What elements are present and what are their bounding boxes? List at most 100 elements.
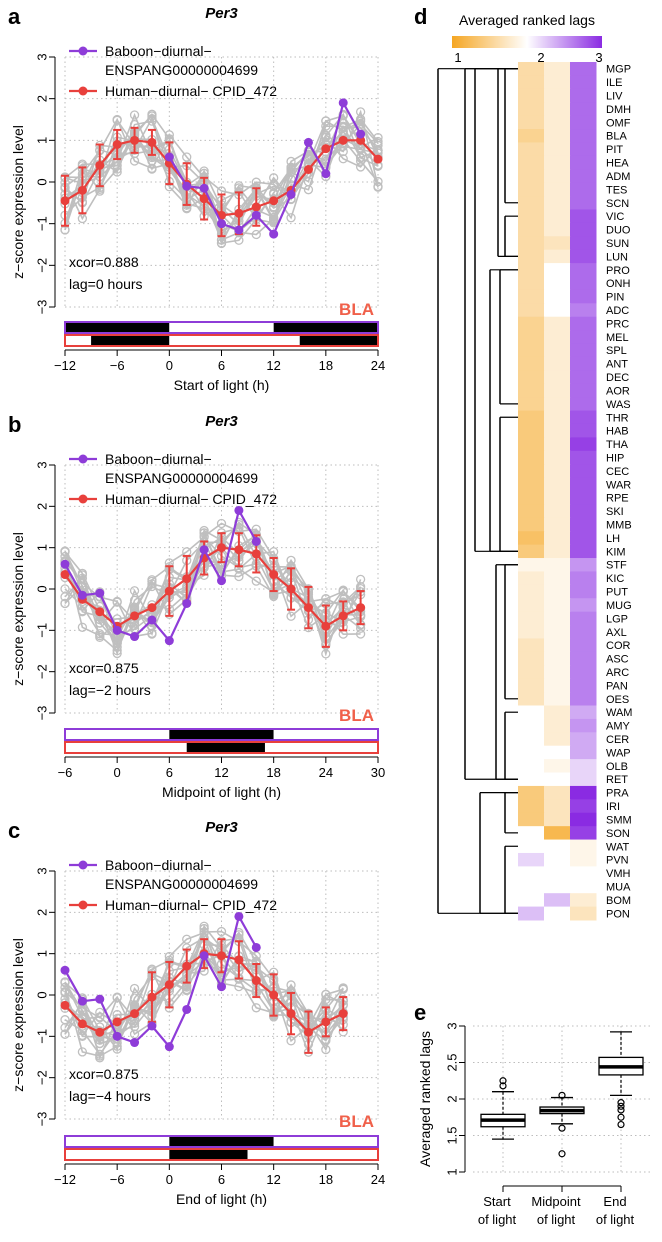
baboon-point xyxy=(77,590,87,600)
human-point xyxy=(286,584,296,594)
x-tick-label: 0 xyxy=(166,1172,173,1187)
heatmap-cell xyxy=(544,115,571,130)
x-tick-label: 12 xyxy=(266,358,280,373)
x-tick-label: −12 xyxy=(54,358,76,373)
heatmap-cell xyxy=(570,638,597,653)
heatmap-cell xyxy=(570,289,597,304)
background-point xyxy=(373,132,383,143)
row-label-hab: HAB xyxy=(606,426,629,438)
heatmap-cell xyxy=(570,330,597,345)
background-point xyxy=(234,981,244,992)
human-point xyxy=(373,154,383,164)
background-point xyxy=(112,648,122,659)
outlier-point xyxy=(558,1091,566,1099)
heatmap-cell xyxy=(518,638,545,653)
baboon-point xyxy=(199,183,209,193)
y-tick-label: 2 xyxy=(444,1095,459,1102)
panel-letter-d: d xyxy=(414,4,427,29)
outlier-point xyxy=(499,1082,507,1090)
human-point xyxy=(234,545,244,555)
row-label-vmh: VMH xyxy=(606,868,631,880)
background-point xyxy=(60,546,70,557)
row-label-ant: ANT xyxy=(606,359,628,371)
heatmap-cell xyxy=(544,651,571,666)
heatmap-cell xyxy=(544,678,571,693)
heatmap-cell xyxy=(518,155,545,170)
background-point xyxy=(77,573,88,583)
heatmap-cell xyxy=(544,517,571,532)
row-label-hea: HEA xyxy=(606,158,629,170)
heatmap-cell xyxy=(544,129,571,143)
heatmap-cell xyxy=(544,718,571,733)
xcor-text: xcor=0.875 xyxy=(69,1066,139,1082)
human-point xyxy=(303,165,313,174)
heatmap-cell xyxy=(570,263,597,277)
background-trace xyxy=(64,926,344,1047)
background-point xyxy=(355,574,366,585)
baboon-light-bar-segment xyxy=(273,729,378,740)
heatmap-title: Averaged ranked lags xyxy=(459,12,595,28)
x-tick-label: 12 xyxy=(214,765,228,780)
heatmap-cell xyxy=(518,692,545,706)
heatmap-cell xyxy=(570,491,597,505)
heatmap-cell xyxy=(570,893,597,908)
baboon-point xyxy=(95,588,105,598)
color-scale-tick: 1 xyxy=(454,50,461,65)
heatmap-cell xyxy=(544,638,571,653)
human-point xyxy=(199,194,209,204)
x-tick-label: 18 xyxy=(319,358,333,373)
x-tick-label: 0 xyxy=(166,358,173,373)
y-tick-label: −3 xyxy=(34,706,49,721)
x-tick-label-2: of light xyxy=(478,1212,517,1227)
y-tick-label: 2.5 xyxy=(444,1053,459,1071)
heatmap-cell xyxy=(518,397,545,412)
row-label-bom: BOM xyxy=(606,895,631,907)
background-point xyxy=(147,116,157,126)
heatmap-cell xyxy=(570,356,597,371)
row-label-bla: BLA xyxy=(606,131,627,143)
outlier-point xyxy=(617,1120,625,1129)
heatmap-cell xyxy=(570,142,597,157)
panel-letter-c: c xyxy=(8,818,20,843)
row-label-mel: MEL xyxy=(606,332,629,344)
baboon-light-bar-segment xyxy=(65,1136,170,1147)
heatmap-cell xyxy=(544,142,571,157)
heatmap-cell xyxy=(544,169,571,184)
xcor-text: xcor=0.875 xyxy=(69,660,139,676)
background-trace xyxy=(64,937,344,1051)
background-point xyxy=(60,977,70,987)
baboon-point xyxy=(182,1004,192,1014)
baboon-point xyxy=(286,190,296,199)
heatmap-cell xyxy=(518,785,545,800)
y-tick-label: 0 xyxy=(34,991,49,998)
row-label-pit: PIT xyxy=(606,144,623,156)
heatmap-cell xyxy=(544,544,571,559)
heatmap-cell xyxy=(544,182,571,197)
panel-letter-a: a xyxy=(8,4,21,29)
heatmap-cell xyxy=(518,437,545,452)
baboon-point xyxy=(147,615,157,625)
baboon-point xyxy=(251,210,261,220)
heatmap-cell xyxy=(544,62,571,76)
baboon-light-bar-segment xyxy=(273,322,378,333)
background-point xyxy=(338,154,348,164)
row-label-rpe: RPE xyxy=(606,493,629,505)
heatmap-cell xyxy=(570,316,597,331)
row-label-lgp: LGP xyxy=(606,613,628,625)
row-label-aor: AOR xyxy=(606,385,630,397)
heatmap-cell xyxy=(570,276,597,291)
human-point xyxy=(269,570,279,580)
background-point xyxy=(321,594,331,604)
human-light-bar-segment xyxy=(169,1149,248,1160)
background-point xyxy=(286,1036,296,1046)
heatmap-cell xyxy=(518,611,545,626)
heatmap-cell xyxy=(544,423,571,438)
color-scale-bar xyxy=(452,36,602,48)
y-tick-label: 3 xyxy=(34,461,49,468)
heatmap-cell xyxy=(544,356,571,371)
row-label-pon: PON xyxy=(606,908,630,920)
human-point xyxy=(130,135,140,145)
heatmap-cell xyxy=(518,464,545,479)
background-point xyxy=(251,1003,261,1013)
baboon-light-bar-frame xyxy=(64,728,379,741)
